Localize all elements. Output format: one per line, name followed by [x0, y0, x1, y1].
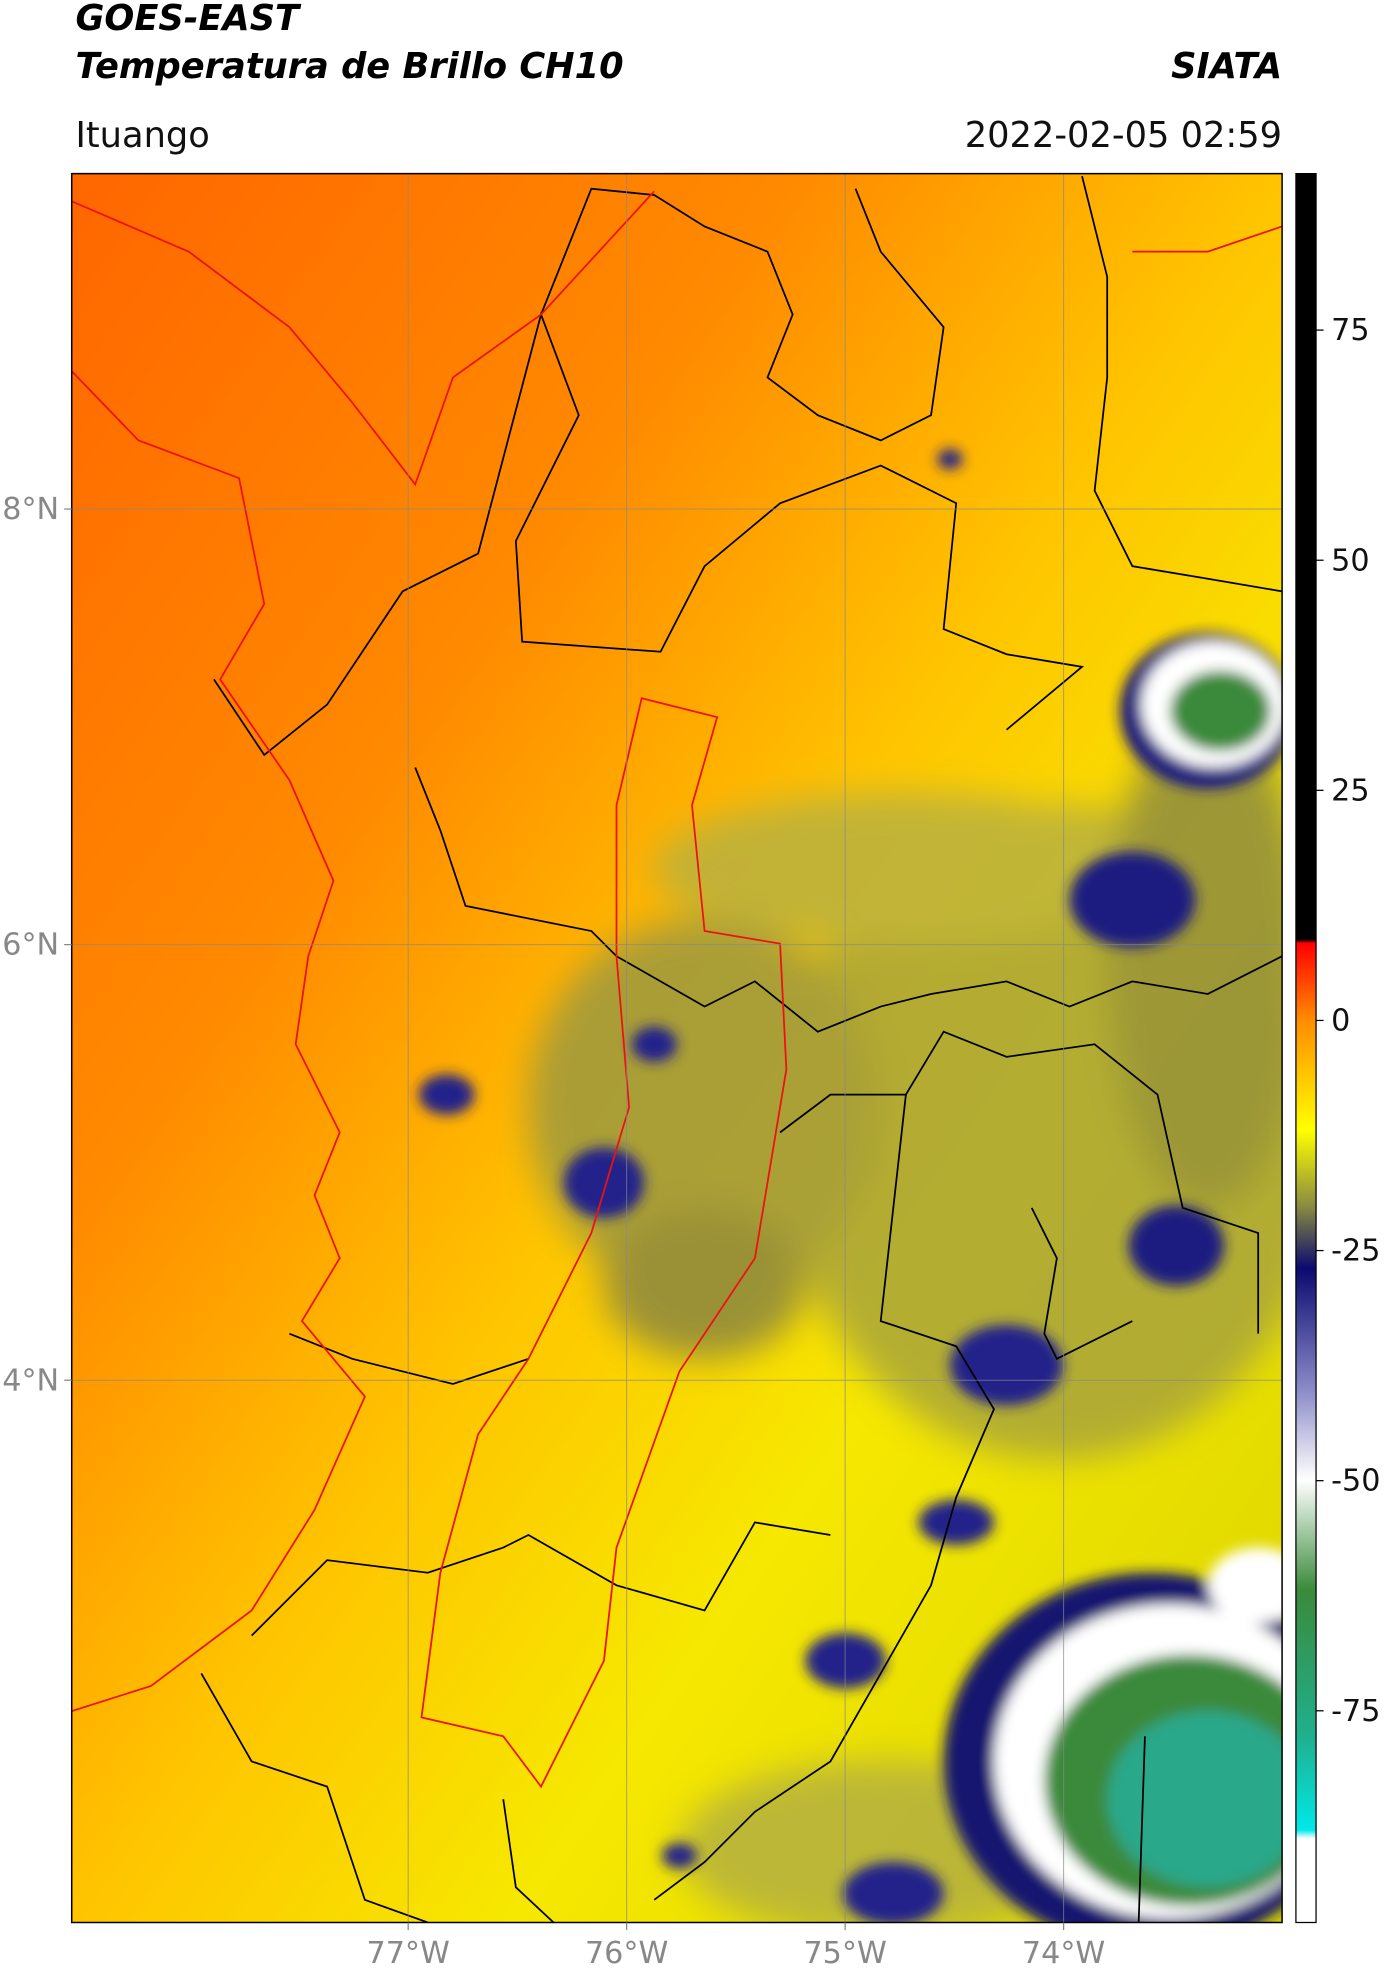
- colorbar-tick-label: 0: [1331, 1004, 1350, 1039]
- lon-tick-label: 75°W: [803, 1936, 886, 1971]
- lat-tick-label: 4°N: [2, 1363, 59, 1398]
- subtitle: Temperatura de Brillo CH10: [75, 46, 623, 87]
- colorbar-tick-label: -75: [1331, 1694, 1380, 1729]
- lon-tick-label: 77°W: [366, 1936, 449, 1971]
- colorbar: [1295, 172, 1317, 1924]
- map-frame: [70, 172, 1283, 1924]
- title: GOES-EAST: [75, 0, 302, 39]
- grid: [71, 173, 1283, 1923]
- colorbar-tick-label: 75: [1331, 313, 1369, 348]
- colorbar-tick-label: 25: [1331, 773, 1369, 808]
- colorbar-tick-label: 50: [1331, 543, 1369, 578]
- lon-tick-label: 76°W: [585, 1936, 668, 1971]
- lon-tick-label: 74°W: [1022, 1936, 1105, 1971]
- colorbar-tick-label: -50: [1331, 1464, 1380, 1499]
- datetime: 2022-02-05 02:59: [965, 115, 1282, 156]
- colorbar-tick-label: -25: [1331, 1234, 1380, 1269]
- satellite-image: [71, 173, 1283, 1923]
- lat-tick-label: 6°N: [2, 928, 59, 963]
- lat-tick-label: 8°N: [2, 492, 59, 527]
- brand: SIATA: [1171, 46, 1282, 87]
- region: Ituango: [75, 115, 209, 156]
